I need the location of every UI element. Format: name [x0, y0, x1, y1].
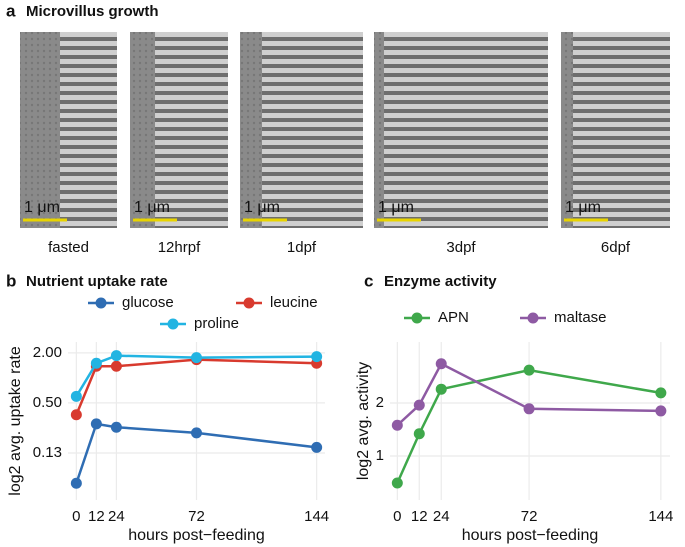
- scale-label: 1 μm: [565, 199, 601, 216]
- data-point: [70, 477, 82, 489]
- scale-label: 1 μm: [24, 199, 60, 216]
- micrograph: [561, 32, 670, 228]
- y-axis-label: log2 avg. activity: [355, 362, 372, 480]
- data-point: [311, 441, 323, 453]
- caption: 1dpf: [287, 239, 317, 256]
- panel-title: Microvillus growth: [26, 3, 159, 20]
- x-tick-label: 0: [393, 508, 401, 525]
- data-point: [110, 421, 122, 433]
- data-point: [523, 403, 535, 415]
- data-point: [90, 357, 102, 369]
- legend-label: leucine: [270, 294, 318, 311]
- cytoplasm: [130, 32, 155, 228]
- panel-label: a: [6, 1, 16, 20]
- y-tick-label: 2: [376, 394, 384, 411]
- panel-title: Nutrient uptake rate: [26, 273, 168, 290]
- data-point: [70, 409, 82, 421]
- y-axis-label: log2 avg. uptake rate: [7, 346, 24, 496]
- data-point: [523, 364, 535, 376]
- caption: 12hrpf: [158, 239, 201, 256]
- x-tick-label: 72: [521, 508, 538, 525]
- x-tick-label: 144: [648, 508, 673, 525]
- legend-label: proline: [194, 315, 239, 332]
- data-point: [90, 418, 102, 430]
- x-tick-label: 144: [304, 508, 329, 525]
- x-axis-label: hours post−feeding: [462, 527, 599, 544]
- panel-title: Enzyme activity: [384, 273, 497, 290]
- micrograph: [374, 32, 548, 228]
- data-point: [391, 419, 403, 431]
- x-tick-label: 0: [72, 508, 80, 525]
- y-tick-label: 0.50: [33, 394, 62, 411]
- cytoplasm: [374, 32, 384, 228]
- scale-label: 1 μm: [244, 199, 280, 216]
- caption: 6dpf: [601, 239, 631, 256]
- data-point: [435, 358, 447, 370]
- x-tick-label: 24: [433, 508, 450, 525]
- x-tick-label: 24: [108, 508, 125, 525]
- data-point: [191, 352, 202, 364]
- legend-marker: [243, 297, 255, 309]
- legend-label: APN: [438, 309, 469, 326]
- legend-marker: [527, 312, 539, 324]
- cytoplasm: [20, 32, 60, 228]
- data-point: [110, 360, 122, 372]
- panel-label: c: [364, 271, 373, 290]
- x-tick-label: 12: [411, 508, 428, 525]
- caption: fasted: [48, 239, 89, 256]
- data-point: [391, 477, 403, 489]
- x-tick-label: 12: [88, 508, 105, 525]
- legend-marker: [167, 318, 179, 330]
- scale-label: 1 μm: [134, 199, 170, 216]
- data-point: [655, 387, 667, 399]
- data-point: [413, 399, 425, 411]
- cytoplasm: [240, 32, 262, 228]
- panel-label: b: [6, 271, 16, 290]
- y-tick-label: 0.13: [33, 444, 62, 461]
- y-tick-label: 1: [376, 447, 384, 464]
- data-point: [413, 428, 425, 440]
- y-tick-label: 2.00: [33, 344, 62, 361]
- x-axis-label: hours post−feeding: [128, 527, 265, 544]
- caption: 3dpf: [446, 239, 476, 256]
- legend-label: glucose: [122, 294, 174, 311]
- legend-marker: [95, 297, 107, 309]
- data-point: [110, 350, 122, 362]
- cytoplasm: [561, 32, 573, 228]
- data-point: [311, 351, 323, 363]
- data-point: [435, 383, 447, 395]
- legend-label: maltase: [554, 309, 607, 326]
- data-point: [191, 427, 202, 439]
- data-point: [655, 405, 667, 417]
- x-tick-label: 72: [188, 508, 205, 525]
- scale-label: 1 μm: [378, 199, 414, 216]
- data-point: [70, 390, 82, 402]
- legend-marker: [411, 312, 423, 324]
